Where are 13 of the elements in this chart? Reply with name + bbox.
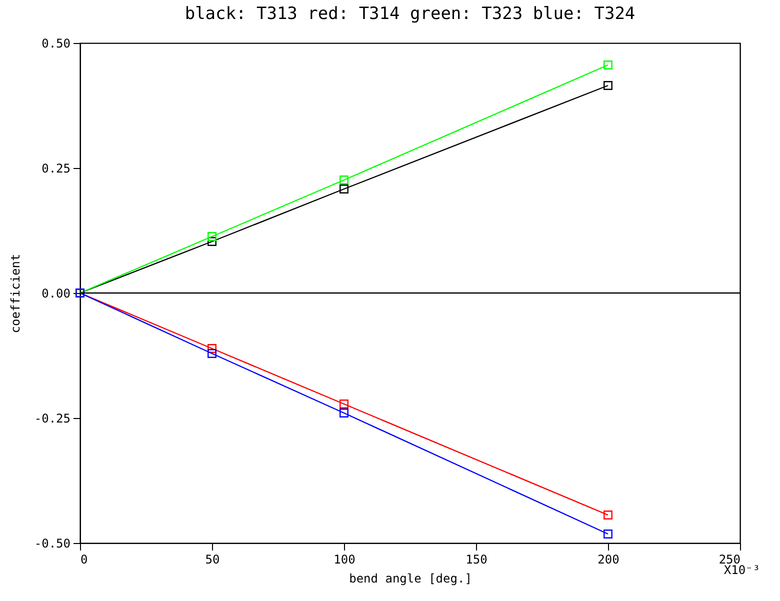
x-tick-label: 0 [80, 552, 88, 566]
y-tick-label: 0.00 [42, 286, 70, 300]
x-tick-label: 100 [334, 552, 356, 566]
y-tick-label: 0.25 [42, 162, 70, 176]
x-tick-label: 150 [466, 552, 488, 566]
y-axis-title: coefficient [8, 254, 22, 334]
y-tick-label: 0.50 [42, 36, 70, 50]
y-tick-label: -0.50 [34, 536, 70, 550]
x-tick-label: 50 [205, 552, 220, 566]
chart-title: black: T313 red: T314 green: T323 blue: T324 [184, 4, 636, 24]
x-axis-title: bend angle [deg.] [349, 572, 472, 586]
y-tick-label: -0.25 [34, 412, 70, 426]
x-tick-label: 200 [598, 552, 620, 566]
